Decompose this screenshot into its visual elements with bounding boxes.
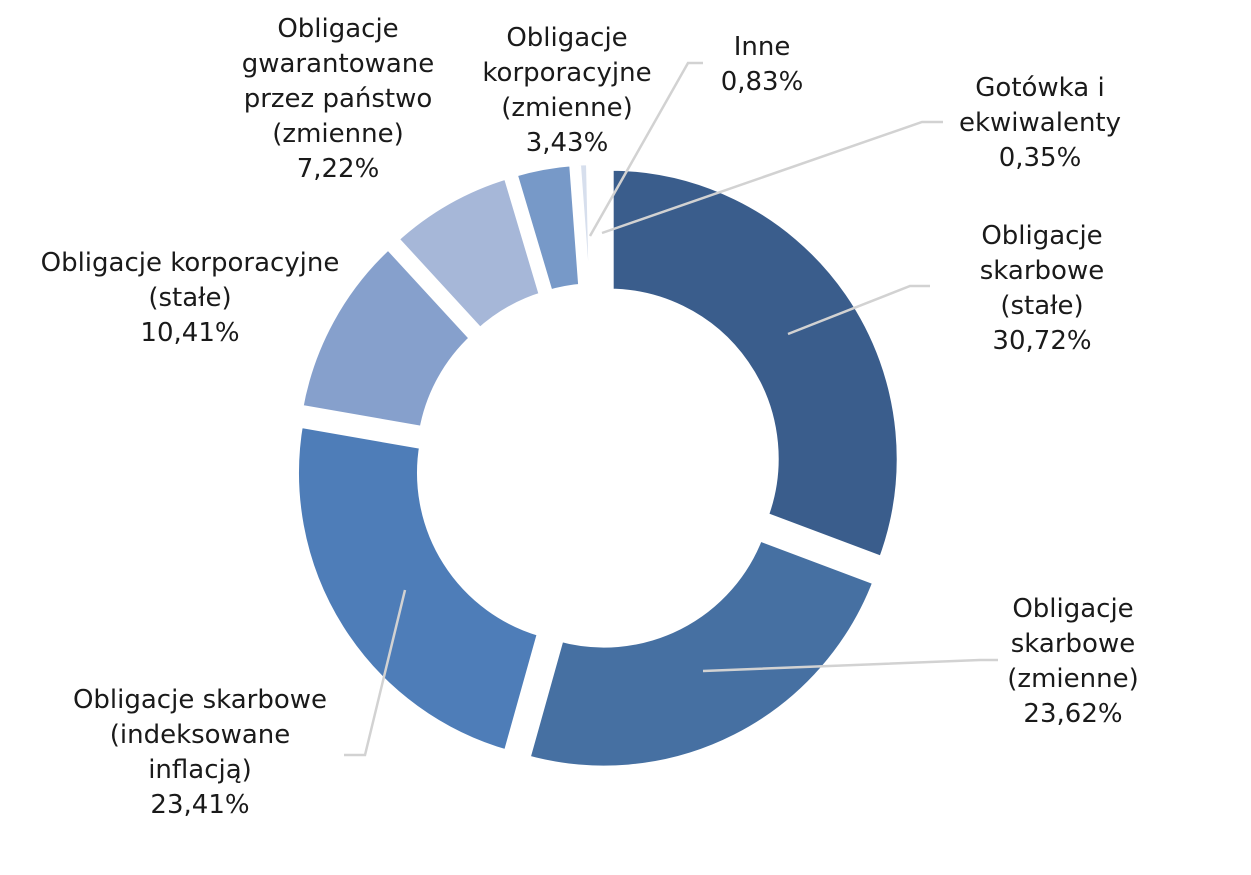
slice-label-line: (zmienne): [272, 119, 403, 149]
slice-label-line: Inne: [734, 32, 791, 62]
slice-label-line: skarbowe: [980, 256, 1104, 286]
slice-label-line: gwarantowane: [242, 49, 435, 79]
slice-label-line: (indeksowane: [110, 720, 291, 750]
slice-label-line: Obligacje: [277, 14, 398, 44]
slice-label: Obligacje korporacyjne (zmienne) 3,43%: [482, 23, 651, 158]
slice-label-line: 23,41%: [150, 790, 249, 820]
slice-label-line: Obligacje korporacyjne: [41, 248, 340, 278]
slice-label-line: 10,41%: [140, 318, 239, 348]
slice-label-line: 23,62%: [1023, 699, 1122, 729]
donut-slice: [289, 416, 549, 762]
slice-label-line: Obligacje: [506, 23, 627, 53]
slice-label-line: korporacyjne: [482, 58, 651, 88]
slice-label-line: 0,83%: [721, 67, 804, 97]
slice-label-line: Obligacje: [981, 221, 1102, 251]
donut-slice: [518, 529, 885, 776]
slice-label: Gotówka i ekwiwalenty 0,35%: [959, 73, 1121, 173]
donut-slices: [289, 154, 907, 776]
leader-line: [601, 120, 943, 235]
slice-label-line: 7,22%: [297, 154, 380, 184]
slice-label: Inne 0,83%: [721, 32, 804, 97]
slice-label-line: Gotówka i: [975, 73, 1104, 103]
slice-label-line: inflacją): [148, 755, 252, 785]
slice-label-line: Obligacje skarbowe: [73, 685, 327, 715]
slice-labels: Obligacje skarbowe (stałe) 30,72% Obligacje s…: [41, 14, 1139, 820]
slice-label-line: przez państwo: [244, 84, 433, 114]
slice-label-line: Obligacje: [1012, 594, 1133, 624]
leader-line: [702, 658, 998, 673]
leader-lines: [344, 61, 998, 757]
donut-slice: [586, 154, 603, 294]
slice-label-line: (stałe): [1000, 291, 1083, 321]
slice-label-line: (zmienne): [501, 93, 632, 123]
slice-label-line: (stałe): [148, 283, 231, 313]
slice-label-line: 3,43%: [526, 128, 609, 158]
slice-label: Obligacje gwarantowane przez państwo (zmien…: [242, 14, 435, 184]
leader-line: [787, 284, 930, 336]
slice-label-line: 30,72%: [992, 326, 1091, 356]
leader-line: [588, 61, 703, 237]
slice-label-line: 0,35%: [999, 143, 1082, 173]
donut-slice: [292, 236, 482, 438]
donut-slice: [603, 160, 907, 569]
slice-label: Obligacje skarbowe (zmienne) 23,62%: [1007, 594, 1138, 729]
slice-label: Obligacje skarbowe (stałe) 30,72%: [980, 221, 1104, 356]
slice-label-line: ekwiwalenty: [959, 108, 1121, 138]
slice-label: Obligacje skarbowe (indeksowane inflacją) 2…: [73, 685, 327, 820]
slice-label-line: skarbowe: [1011, 629, 1135, 659]
slice-label: Obligacje korporacyjne (stałe) 10,41%: [41, 248, 340, 348]
slice-label-line: (zmienne): [1007, 664, 1138, 694]
leader-line: [344, 589, 407, 757]
